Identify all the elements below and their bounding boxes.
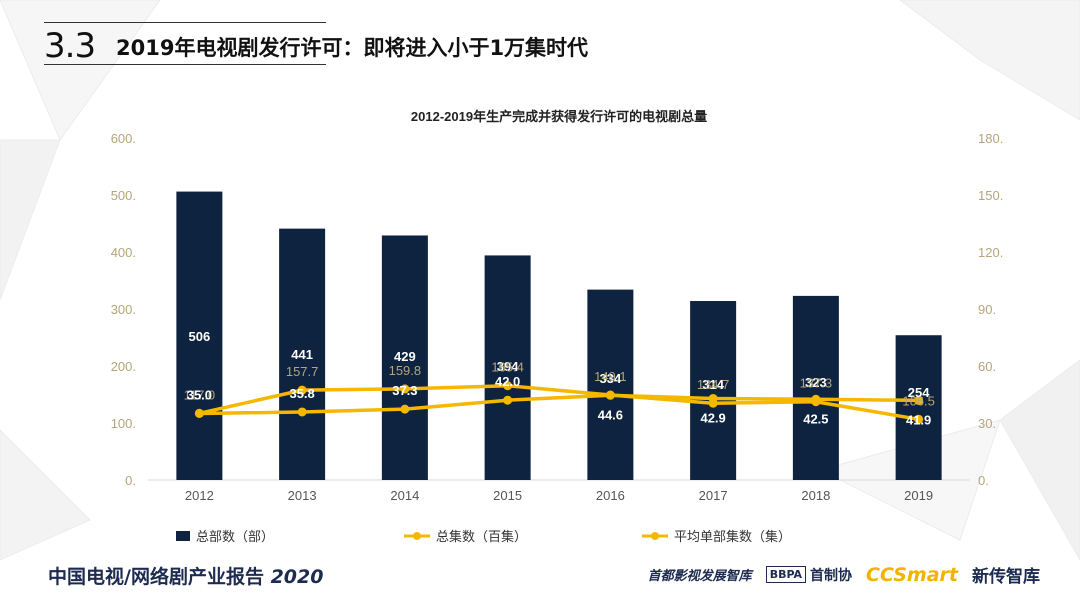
line-avg-value-label: 35.8 [289, 386, 314, 401]
y-left-tick-label: 600. [111, 131, 136, 146]
line-total-episodes [198, 383, 919, 422]
org-logo-bbpa: BBPA 首制协 [765, 565, 853, 585]
bar-value-label: 394 [497, 359, 519, 374]
bar-total-titles [176, 191, 223, 480]
x-tick-label: 2015 [493, 488, 522, 503]
line-total-value-label: 165.4 [491, 360, 524, 375]
line-avg-value-label: 42.5 [803, 411, 828, 426]
bbpa-name: 首制协 [810, 567, 853, 584]
y-right-tick-label: 60. [978, 359, 996, 374]
line-avg-value-label: 37.3 [392, 383, 417, 398]
report-title: 中国电视/网络剧产业报告 2020 [48, 562, 323, 589]
legend-label-line: 平均单部集数（集） [674, 529, 791, 544]
line-avg-episodes-point [400, 404, 410, 414]
y-left-tick-label: 0. [125, 473, 136, 488]
bar-value-label: 334 [600, 371, 622, 386]
legend-label-line: 总集数（百集） [436, 529, 527, 544]
y-right-tick-label: 120. [978, 245, 1003, 260]
x-tick-label: 2012 [185, 488, 214, 503]
line-avg-episodes-point [811, 394, 821, 404]
line-total-value-label: 106.5 [902, 393, 935, 408]
line-total-value-label: 149.1 [594, 369, 627, 384]
report-title-text: 中国电视/网络剧产业报告 [48, 566, 264, 588]
line-avg-value-label: 42.0 [495, 374, 520, 389]
bar-value-label: 441 [291, 347, 313, 362]
x-tick-label: 2019 [904, 488, 933, 503]
line-avg-episodes-point [194, 409, 204, 418]
section-header: 3.3 2019年电视剧发行许可：即将进入小于1万集时代 [44, 20, 588, 66]
bar-total-titles [484, 255, 531, 480]
legend-swatch-marker [651, 532, 659, 540]
bar-total-titles [587, 289, 634, 480]
line-total-episodes-point [297, 385, 307, 395]
y-left-tick-label: 200. [111, 359, 136, 374]
legend-swatch-bar [176, 531, 190, 541]
bar-total-titles [792, 295, 839, 480]
line-total-value-label: 159.8 [389, 363, 422, 378]
y-left-tick-label: 300. [111, 302, 136, 317]
y-right-tick-label: 30. [978, 416, 996, 431]
legend-label-bar: 总部数（部） [196, 529, 274, 544]
header-bottom-rule [44, 64, 326, 65]
line-total-value-label: 137.3 [800, 376, 833, 391]
line-total-value-label: 157.7 [286, 364, 319, 379]
footer-logos: 首都影视发展智库 BBPA 首制协 CCSmart 新传智库 [647, 562, 1040, 588]
line-avg-episodes-point [605, 390, 615, 400]
bar-total-titles [895, 335, 942, 480]
y-right-tick-label: 0. [978, 473, 989, 488]
line-total-value-label: 134.7 [697, 377, 730, 392]
bar-total-titles [690, 301, 737, 480]
y-left-tick-label: 500. [111, 188, 136, 203]
line-avg-episodes [199, 393, 919, 416]
line-avg-episodes-point [708, 393, 718, 403]
line-avg-episodes-point [914, 395, 924, 405]
line-avg-episodes-point [503, 395, 513, 405]
y-left-tick-label: 100. [111, 416, 136, 431]
bar-value-label: 314 [702, 377, 724, 392]
header-top-rule [44, 22, 326, 23]
x-tick-label: 2017 [699, 488, 728, 503]
bar-value-label: 506 [189, 329, 211, 344]
bar-value-label: 254 [908, 385, 930, 400]
y-right-tick-label: 150. [978, 188, 1003, 203]
bar-value-label: 323 [805, 375, 827, 390]
ccsmart-logo: CCSmart [866, 563, 958, 586]
line-avg-value-label: 35.0 [187, 388, 212, 403]
bar-value-label: 429 [394, 349, 416, 364]
ccsmart-name: 新传智库 [972, 567, 1040, 587]
line-total-episodes-point [503, 381, 513, 391]
report-year: 2020 [270, 566, 324, 588]
y-left-tick-label: 400. [111, 245, 136, 260]
legend-swatch-marker [413, 532, 421, 540]
x-tick-label: 2018 [801, 488, 830, 503]
line-avg-value-label: 42.9 [700, 410, 725, 425]
line-total-value-label: 117.0 [184, 387, 216, 402]
line-avg-episodes-point [297, 407, 307, 417]
line-avg-value-label: 44.6 [598, 407, 623, 422]
x-tick-label: 2013 [288, 488, 317, 503]
y-right-tick-label: 90. [978, 302, 996, 317]
bar-total-titles [279, 228, 326, 480]
x-tick-label: 2014 [390, 488, 419, 503]
line-total-episodes-point [914, 414, 924, 424]
line-avg-value-label: 41.9 [906, 412, 931, 427]
x-tick-label: 2016 [596, 488, 625, 503]
chart-title: 2012-2019年生产完成并获得发行许可的电视剧总量 [411, 109, 707, 124]
line-total-episodes-point [400, 384, 410, 394]
org-logo-capital-film-think-tank: 首都影视发展智库 [647, 569, 752, 584]
bbpa-logo: BBPA [765, 566, 807, 583]
bar-total-titles [381, 235, 428, 480]
section-title: 2019年电视剧发行许可：即将进入小于1万集时代 [116, 36, 589, 60]
section-number: 3.3 [44, 26, 96, 66]
y-right-tick-label: 180. [978, 131, 1003, 146]
